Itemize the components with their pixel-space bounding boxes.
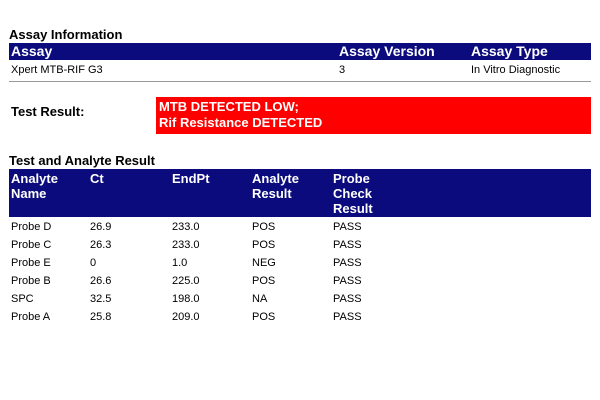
assay-table-header: Assay Assay Version Assay Type <box>9 43 591 60</box>
table-row: Probe B 26.6 225.0 POS PASS <box>9 272 591 290</box>
endpt-cell: 1.0 <box>172 257 188 269</box>
ct-cell: 26.3 <box>90 239 112 251</box>
analyte-name-header-line: Name <box>11 186 47 201</box>
test-result-line-mtb: MTB DETECTED LOW; <box>159 99 299 114</box>
analyte-result-title: Test and Analyte Result <box>9 153 155 168</box>
test-result-label: Test Result: <box>11 104 85 119</box>
assay-type-value: In Vitro Diagnostic <box>471 64 561 76</box>
analyte-name-cell: SPC <box>11 293 34 305</box>
test-result-line-rif: Rif Resistance DETECTED <box>159 115 323 130</box>
probe-check-cell: PASS <box>333 275 362 287</box>
probe-check-header-line: Result <box>333 201 373 216</box>
endpt-cell: 233.0 <box>172 221 200 233</box>
assay-version-value: 3 <box>339 64 346 76</box>
probe-check-header-cell: Probe Check Result <box>333 171 373 216</box>
analyte-name-cell: Probe A <box>11 311 51 323</box>
assay-table-row: Xpert MTB-RIF G3 3 In Vitro Diagnostic <box>9 62 591 78</box>
table-row: Probe D 26.9 233.0 POS PASS <box>9 218 591 236</box>
assay-version-header-cell: Assay Version <box>339 43 435 59</box>
probe-check-header-line: Probe <box>333 171 370 186</box>
ct-cell: 25.8 <box>90 311 112 323</box>
ct-cell: 26.9 <box>90 221 112 233</box>
assay-name-value: Xpert MTB-RIF G3 <box>11 64 103 76</box>
table-row: Probe C 26.3 233.0 POS PASS <box>9 236 591 254</box>
ct-header-cell: Ct <box>90 171 104 186</box>
probe-check-cell: PASS <box>333 257 362 269</box>
analyte-result-cell: POS <box>252 275 276 287</box>
probe-check-cell: PASS <box>333 293 362 305</box>
endpt-cell: 225.0 <box>172 275 200 287</box>
endpt-cell: 209.0 <box>172 311 200 323</box>
table-row: SPC 32.5 198.0 NA PASS <box>9 290 591 308</box>
probe-check-cell: PASS <box>333 221 362 233</box>
analyte-result-cell: POS <box>252 221 276 233</box>
analyte-result-cell: NEG <box>252 257 276 269</box>
probe-check-header-line: Check <box>333 186 373 201</box>
table-row: Probe A 25.8 209.0 POS PASS <box>9 308 591 326</box>
analyte-name-cell: Probe D <box>11 221 52 233</box>
table-row: Probe E 0 1.0 NEG PASS <box>9 254 591 272</box>
analyte-name-cell: Probe B <box>11 275 51 287</box>
assay-type-header-cell: Assay Type <box>471 43 548 59</box>
analyte-result-header-line: Result <box>252 186 292 201</box>
analyte-result-cell: POS <box>252 311 276 323</box>
probe-check-cell: PASS <box>333 239 362 251</box>
analyte-result-cell: POS <box>252 239 276 251</box>
analyte-name-cell: Probe E <box>11 257 51 269</box>
endpt-cell: 198.0 <box>172 293 200 305</box>
section-divider <box>9 81 591 82</box>
test-result-banner: MTB DETECTED LOW; Rif Resistance DETECTE… <box>156 97 591 134</box>
ct-cell: 0 <box>90 257 97 269</box>
assay-information-title: Assay Information <box>9 27 123 42</box>
endpt-cell: 233.0 <box>172 239 200 251</box>
ct-cell: 32.5 <box>90 293 112 305</box>
assay-header-cell: Assay <box>11 43 53 59</box>
ct-cell: 26.6 <box>90 275 112 287</box>
probe-check-cell: PASS <box>333 311 362 323</box>
analyte-table-header: Analyte Name Ct EndPt Analyte Result Pro… <box>9 169 591 217</box>
analyte-name-header-line: Analyte <box>11 171 58 186</box>
analyte-result-cell: NA <box>252 293 268 305</box>
endpt-header-cell: EndPt <box>172 171 210 186</box>
analyte-result-header-line: Analyte <box>252 171 299 186</box>
analyte-result-header-cell: Analyte Result <box>252 171 299 201</box>
analyte-name-cell: Probe C <box>11 239 52 251</box>
analyte-table-body: Probe D 26.9 233.0 POS PASS Probe C 26.3… <box>9 218 591 326</box>
analyte-name-header-cell: Analyte Name <box>11 171 58 201</box>
